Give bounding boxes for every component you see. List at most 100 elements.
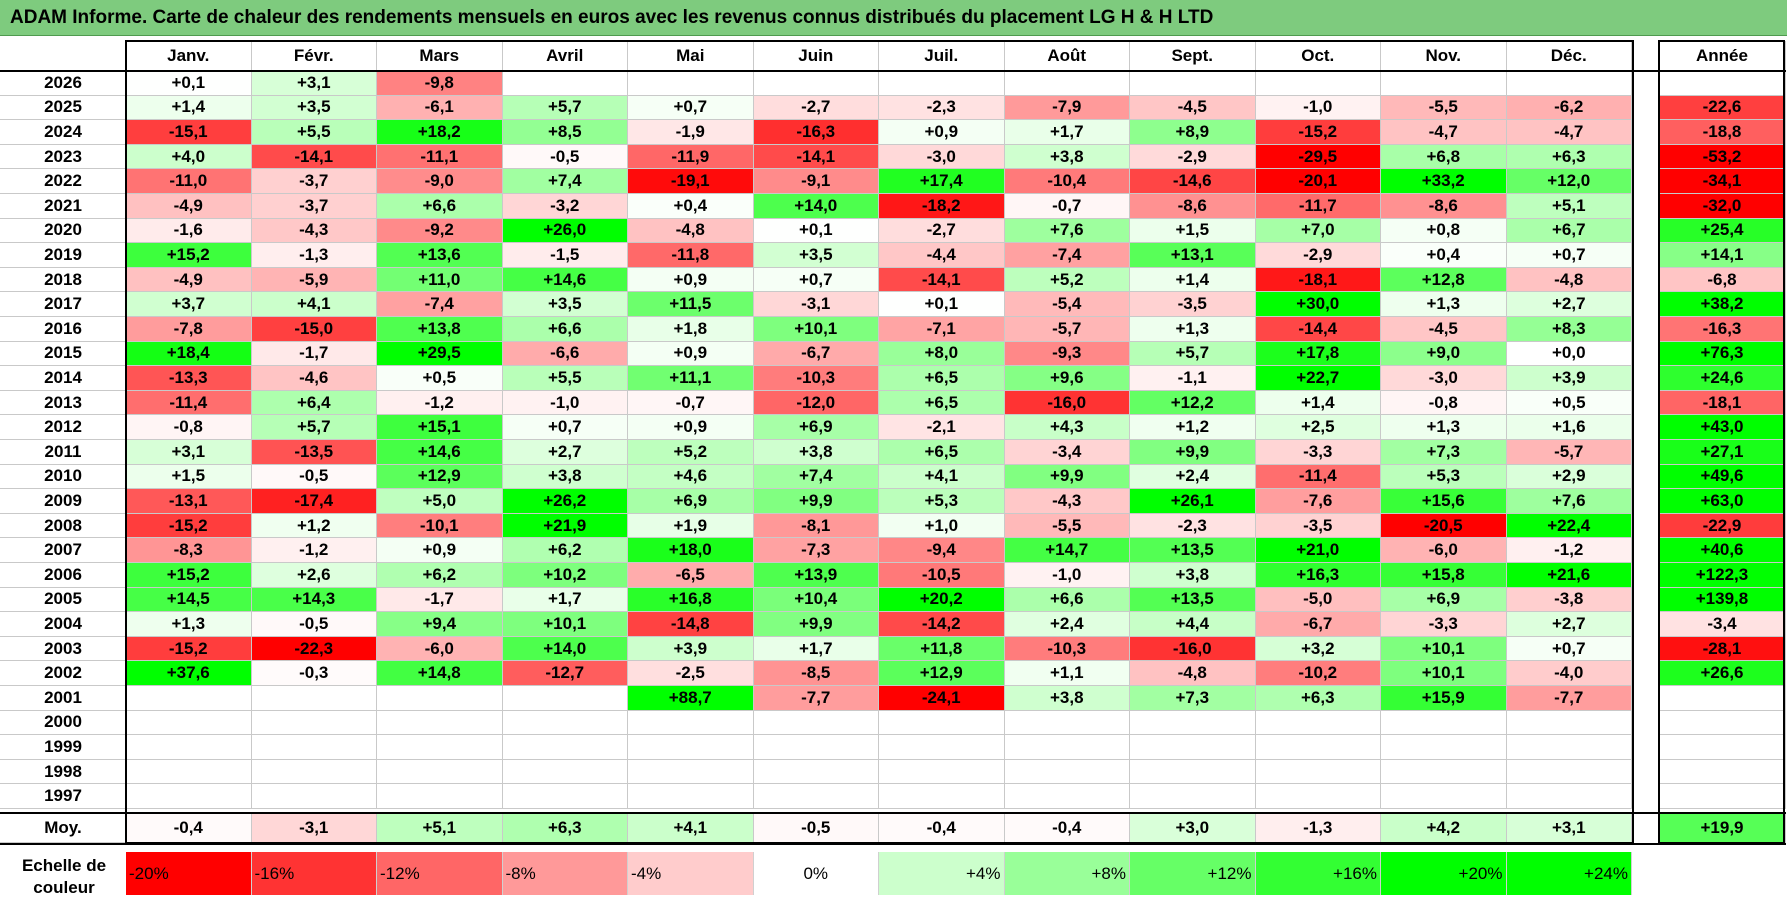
heatmap-cell: +5,5 (502, 366, 628, 391)
heatmap-cell: -11,4 (1255, 464, 1381, 490)
heatmap-cell: -4,9 (126, 194, 252, 219)
heatmap-cell: -1,3 (251, 243, 377, 268)
heatmap-cell (753, 784, 879, 809)
heatmap-cell: +13,1 (1130, 243, 1256, 268)
column-header: Sept. (1130, 41, 1256, 71)
heatmap-cell: +14,0 (502, 636, 628, 662)
heatmap-cell: +3,8 (1004, 144, 1130, 170)
heatmap-cell (628, 735, 754, 760)
heatmap-cell: +14,0 (753, 194, 879, 219)
row-year-label: 2012 (0, 415, 126, 440)
heatmap-cell: -10,2 (1255, 661, 1381, 686)
heatmap-cell: +11,1 (628, 366, 754, 391)
heatmap-cell: +10,1 (1381, 661, 1507, 686)
heatmap-cell (1255, 71, 1381, 96)
column-header: Mars (377, 41, 503, 71)
annual-cell: +63,0 (1659, 489, 1786, 514)
average-cell: +4,2 (1381, 813, 1507, 843)
heatmap-cell: +4,4 (1130, 612, 1256, 637)
heatmap-cell: -6,5 (628, 563, 754, 588)
heatmap-cell: +6,5 (879, 366, 1005, 391)
heatmap-cell: +15,2 (126, 563, 252, 588)
heatmap-cell: -2,7 (753, 95, 879, 121)
heatmap-cell: +0,9 (628, 341, 754, 367)
heatmap-cell: -0,5 (251, 612, 377, 637)
average-cell: -3,1 (251, 813, 377, 843)
heatmap-cell: +15,1 (377, 415, 503, 440)
heatmap-cell: -15,2 (126, 513, 252, 539)
heatmap-cell: -1,6 (126, 218, 252, 244)
heatmap-cell: -6,7 (753, 341, 879, 367)
heatmap-cell: +7,4 (753, 464, 879, 490)
heatmap-cell (1004, 784, 1130, 809)
heatmap-cell: +8,0 (879, 341, 1005, 367)
heatmap-cell (1004, 759, 1130, 785)
heatmap-cell: +14,8 (377, 661, 503, 686)
heatmap-cell: +7,3 (1130, 686, 1256, 711)
heatmap-cell: -14,1 (753, 144, 879, 170)
heatmap-cell: -3,8 (1506, 587, 1632, 613)
annual-cell: -28,1 (1659, 636, 1786, 662)
heatmap-cell: -20,5 (1381, 513, 1507, 539)
heatmap-cell (251, 784, 377, 809)
heatmap-cell: -9,1 (753, 169, 879, 194)
column-header: Juin (753, 41, 879, 71)
heatmap-cell: +6,6 (502, 317, 628, 342)
heatmap-cell (628, 710, 754, 736)
heatmap-cell (1506, 735, 1632, 760)
heatmap-cell: +2,7 (502, 440, 628, 465)
heatmap-cell: +9,9 (1004, 464, 1130, 490)
heatmap-cell: +14,6 (502, 267, 628, 293)
heatmap-cell: +8,9 (1130, 120, 1256, 145)
heatmap-cell: -5,4 (1004, 292, 1130, 317)
heatmap-cell: +21,0 (1255, 538, 1381, 563)
heatmap-cell: -4,4 (879, 243, 1005, 268)
column-header: Nov. (1381, 41, 1507, 71)
heatmap-cell: +15,9 (1381, 686, 1507, 711)
row-year-label: 2011 (0, 440, 126, 465)
heatmap-cell (126, 784, 252, 809)
annual-cell: +24,6 (1659, 366, 1786, 391)
heatmap-cell: +1,8 (628, 317, 754, 342)
heatmap-cell: -1,7 (377, 587, 503, 613)
average-cell: +3,0 (1130, 813, 1256, 843)
heatmap-cell: -24,1 (879, 686, 1005, 711)
heatmap-cell: +18,4 (126, 341, 252, 367)
heatmap-cell: -9,2 (377, 218, 503, 244)
heatmap-cell: +14,3 (251, 587, 377, 613)
heatmap-cell: +12,8 (1381, 267, 1507, 293)
row-year-label: 2015 (0, 341, 126, 367)
heatmap-cell: -9,0 (377, 169, 503, 194)
column-header: Août (1004, 41, 1130, 71)
heatmap-cell: -5,9 (251, 267, 377, 293)
heatmap-cell (126, 686, 252, 711)
heatmap-cell: +11,0 (377, 267, 503, 293)
heatmap-cell: -4,5 (1381, 317, 1507, 342)
heatmap-cell: +6,5 (879, 440, 1005, 465)
heatmap-cell: +3,2 (1255, 636, 1381, 662)
heatmap-cell: +3,8 (1130, 563, 1256, 588)
heatmap-cell: -3,5 (1255, 513, 1381, 539)
heatmap-cell (753, 759, 879, 785)
chart-title: ADAM Informe. Carte de chaleur des rende… (10, 7, 1214, 28)
heatmap-cell: -0,5 (502, 144, 628, 170)
annual-cell: +43,0 (1659, 415, 1786, 440)
heatmap-cell: -1,0 (502, 390, 628, 416)
row-year-label: 2008 (0, 513, 126, 539)
heatmap-cell: -15,2 (1255, 120, 1381, 145)
column-header: Janv. (126, 41, 252, 71)
heatmap-cell: +1,5 (126, 464, 252, 490)
heatmap-cell: +0,7 (753, 267, 879, 293)
heatmap-cell: -1,1 (1130, 366, 1256, 391)
heatmap-cell: +5,3 (1381, 464, 1507, 490)
heatmap-cell: -12,0 (753, 390, 879, 416)
annual-cell: -3,4 (1659, 612, 1786, 637)
heatmap-cell: -0,7 (628, 390, 754, 416)
heatmap-cell: +21,9 (502, 513, 628, 539)
heatmap-cell: -8,1 (753, 513, 879, 539)
heatmap-cell: +10,2 (502, 563, 628, 588)
heatmap-cell: +5,0 (377, 489, 503, 514)
row-year-label: 1998 (0, 759, 126, 785)
heatmap-cell (753, 710, 879, 736)
column-header: Juil. (879, 41, 1005, 71)
